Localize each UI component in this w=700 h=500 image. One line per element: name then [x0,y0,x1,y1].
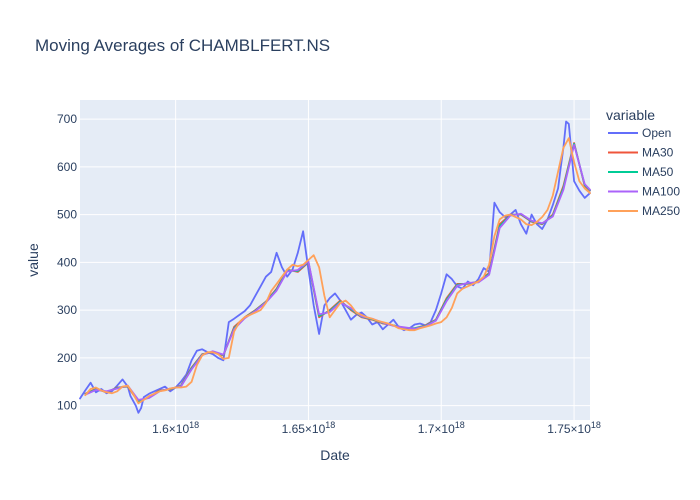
y-tick-label: 400 [57,255,77,269]
chart-title: Moving Averages of CHAMBLFERT.NS [35,36,330,55]
x-tick-label: 1.7×1018 [418,420,465,436]
legend-item-label[interactable]: MA250 [642,204,680,218]
x-axis-ticks: 1.6×1018 1.65×1018 1.7×1018 1.75×1018 [152,420,601,436]
y-tick-label: 300 [57,303,77,317]
x-tick-exponent: 18 [455,420,465,430]
legend-item-label[interactable]: MA30 [642,146,674,160]
x-tick-mantissa: 1.75×10 [547,422,591,436]
x-tick-mantissa: 1.7×10 [418,422,455,436]
y-tick-label: 700 [57,112,77,126]
legend-title: variable [606,107,655,123]
y-tick-label: 200 [57,351,77,365]
legend-item-label[interactable]: Open [642,126,671,140]
legend-item-label[interactable]: MA100 [642,185,680,199]
legend: variable Open MA30 MA50 MA100 MA250 [606,107,680,218]
y-axis-ticks: 100 200 300 400 500 600 700 [57,112,77,413]
series-line-open [79,120,591,414]
x-tick-exponent: 18 [189,420,199,430]
x-tick-mantissa: 1.65×10 [282,422,326,436]
x-tick-label: 1.65×1018 [282,420,336,436]
y-axis-title: value [25,243,41,277]
x-tick-mantissa: 1.6×10 [152,422,189,436]
plot-background [80,100,590,420]
y-tick-label: 600 [57,160,77,174]
x-tick-label: 1.75×1018 [547,420,601,436]
x-axis-title: Date [320,447,350,463]
x-tick-exponent: 18 [591,420,601,430]
x-tick-label: 1.6×1018 [152,420,199,436]
series-line-ma250 [84,137,591,405]
y-tick-label: 100 [57,399,77,413]
legend-item-label[interactable]: MA50 [642,165,674,179]
x-tick-exponent: 18 [325,420,335,430]
y-tick-label: 500 [57,208,77,222]
series-layer [79,120,591,414]
